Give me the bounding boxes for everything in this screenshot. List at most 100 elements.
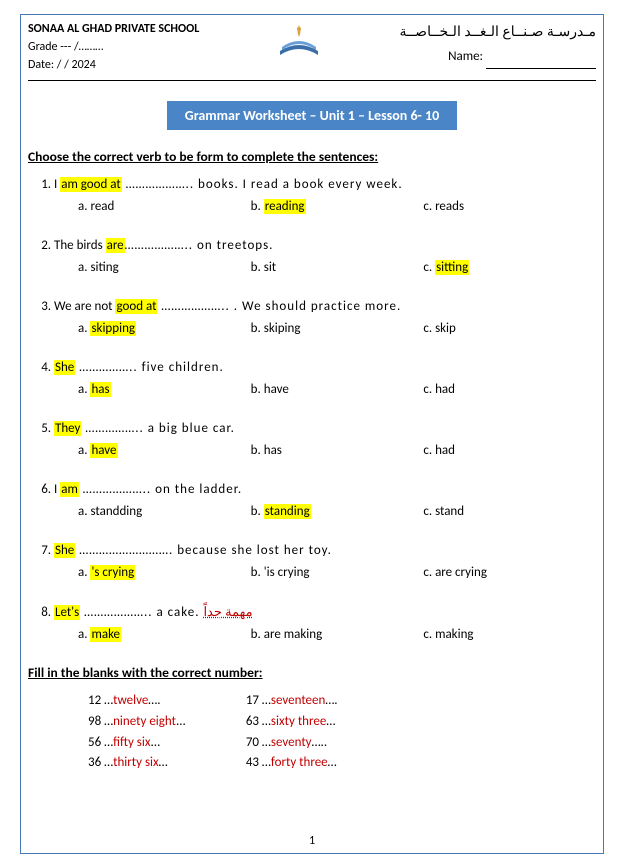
opt-letter: a.	[78, 443, 90, 458]
opt-text: are crying	[435, 565, 487, 580]
opt-text: read	[90, 199, 114, 214]
option: b. reading	[251, 197, 424, 217]
opt-text: make	[90, 627, 121, 642]
q-mid: ……………….. on the ladder.	[79, 482, 242, 497]
option: a. 's crying	[78, 563, 251, 583]
opt-text: reading	[264, 199, 306, 214]
option: c. sitting	[423, 258, 596, 278]
option: c. had	[423, 441, 596, 461]
question-text: I am good at ……………….. books. I read a bo…	[54, 175, 596, 195]
fill-blanks-grid: 12 …twelve….98 …ninety eight...56 …fifty…	[28, 691, 596, 774]
fill-suf: ...	[151, 735, 161, 750]
name-row: Name:	[399, 45, 596, 68]
grade-line: Grade --- /………	[28, 38, 199, 56]
opt-text: are making	[264, 627, 322, 642]
opt-text: had	[435, 443, 455, 458]
fill-row: 36 …thirty six…	[88, 753, 186, 774]
opt-text: standding	[90, 504, 142, 519]
q-mid: …………….. five children.	[75, 360, 224, 375]
fill-answer: ninety eight	[113, 714, 176, 729]
option: a. standding	[78, 502, 251, 522]
fill-num: 17 …	[246, 693, 271, 708]
options-row: a. skippingb. skipingc. skip	[54, 319, 596, 339]
q-mid: ………………………. because she lost her toy.	[75, 543, 332, 558]
q-mid: …………….. a big blue car.	[81, 421, 235, 436]
q-pre: The birds	[54, 238, 106, 253]
opt-letter: a.	[78, 504, 90, 519]
q-highlight: She	[54, 360, 75, 375]
header-right: مـدرسـة صـنــاع الـغــد الـخــاصــة Name…	[399, 20, 596, 69]
page-number: 1	[0, 834, 624, 848]
fill-suf: ….	[148, 693, 160, 708]
fill-row: 98 …ninety eight...	[88, 712, 186, 733]
fill-suf: …	[159, 755, 168, 770]
opt-letter: c.	[423, 260, 435, 275]
q-highlight: are	[106, 238, 125, 253]
q-mid: ……………….. a cake.	[80, 605, 203, 620]
opt-letter: c.	[423, 627, 435, 642]
fill-num: 63 …	[246, 714, 271, 729]
option: c. are crying	[423, 563, 596, 583]
question-text: We are not good at ……………….. . We should …	[54, 297, 596, 317]
opt-text: 's crying	[90, 565, 135, 580]
question-text: The birds are……………….. on treetops.	[54, 236, 596, 256]
question-text: Let's ……………….. a cake. مهمة جداً	[54, 602, 596, 623]
option: a. has	[78, 380, 251, 400]
q-highlight: am	[60, 482, 79, 497]
option: a. skipping	[78, 319, 251, 339]
question-item: I am ……………….. on the ladder.a. standding…	[54, 480, 596, 521]
q-note: مهمة جداً	[203, 604, 252, 619]
fill-row: 63 …sixty three…	[246, 712, 338, 733]
opt-letter: a.	[78, 199, 90, 214]
options-row: a. standdingb. standingc. stand	[54, 502, 596, 522]
fill-suf: …	[328, 755, 337, 770]
page-header: SONAA AL GHAD PRIVATE SCHOOL Grade --- /…	[28, 20, 596, 81]
options-row: a. haveb. hasc. had	[54, 441, 596, 461]
option: a. siting	[78, 258, 251, 278]
opt-text: skiping	[264, 321, 301, 336]
question-item: She …………….. five children.a. hasb. havec…	[54, 358, 596, 399]
worksheet-title: Grammar Worksheet – Unit 1 – Lesson 6- 1…	[167, 101, 457, 130]
options-row: a. readb. readingc. reads	[54, 197, 596, 217]
opt-text: stand	[435, 504, 464, 519]
opt-text: skipping	[90, 321, 136, 336]
q-highlight: They	[54, 421, 81, 436]
question-text: She …………….. five children.	[54, 358, 596, 378]
fill-suf: …	[326, 714, 335, 729]
q-highlight: She	[54, 543, 75, 558]
option: a. make	[78, 625, 251, 645]
opt-text: has	[90, 382, 110, 397]
opt-text: have	[264, 382, 289, 397]
q-mid: ……………….. on treetops.	[125, 238, 274, 253]
opt-text: have	[90, 443, 117, 458]
option: b. skiping	[251, 319, 424, 339]
fill-row: 70 …seventy…..	[246, 733, 338, 754]
opt-text: sit	[264, 260, 276, 275]
question-text: They …………….. a big blue car.	[54, 419, 596, 439]
option: b. standing	[251, 502, 424, 522]
fill-row: 12 …twelve….	[88, 691, 186, 712]
fill-suf: ….	[325, 693, 337, 708]
question-item: I am good at ……………….. books. I read a bo…	[54, 175, 596, 216]
opt-text: siting	[90, 260, 118, 275]
option: a. have	[78, 441, 251, 461]
q-mid: ……………….. books. I read a book every week…	[122, 177, 403, 192]
fill-num: 36 …	[88, 755, 113, 770]
fill-answer: twelve	[113, 693, 148, 708]
options-row: a. makeb. are makingc. making	[54, 625, 596, 645]
fill-answer: seventy	[271, 735, 312, 750]
fill-suf: …..	[312, 735, 328, 750]
option: c. skip	[423, 319, 596, 339]
option: c. had	[423, 380, 596, 400]
option: b. are making	[251, 625, 424, 645]
question-list: I am good at ……………….. books. I read a bo…	[28, 175, 596, 644]
option: b. 'is crying	[251, 563, 424, 583]
question-item: Let's ……………….. a cake. مهمة جداًa. makeb…	[54, 602, 596, 644]
opt-letter: a.	[78, 565, 90, 580]
opt-letter: c.	[423, 443, 435, 458]
opt-text: sitting	[435, 260, 469, 275]
opt-text: making	[435, 627, 473, 642]
opt-letter: b.	[251, 260, 264, 275]
opt-letter: a.	[78, 382, 90, 397]
opt-letter: c.	[423, 199, 435, 214]
